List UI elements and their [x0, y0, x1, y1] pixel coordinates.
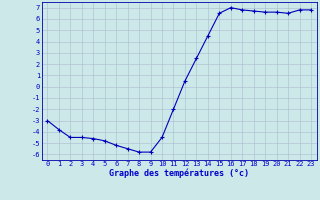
X-axis label: Graphe des températures (°c): Graphe des températures (°c) — [109, 169, 249, 178]
